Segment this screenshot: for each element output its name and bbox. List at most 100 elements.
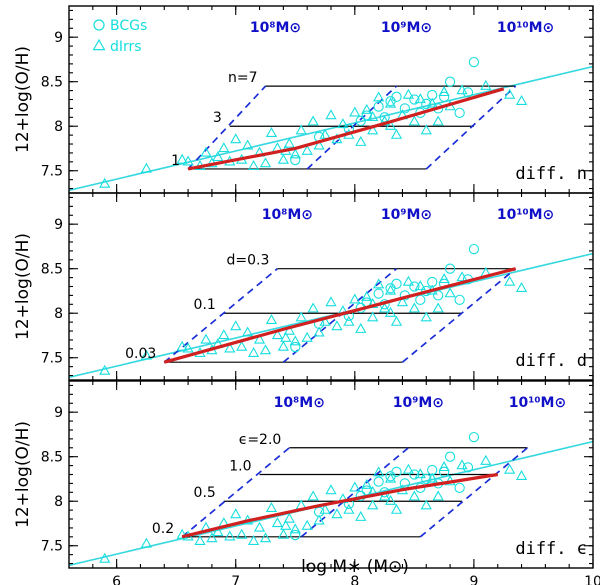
bcg-point: [427, 89, 438, 101]
dirr-point: [331, 508, 343, 519]
bcg-point: [290, 341, 301, 353]
bcg-point: [290, 529, 301, 541]
dirr-point: [384, 306, 397, 317]
dirr-point: [367, 110, 379, 121]
y-axis-label: 12+log(O/H): [13, 233, 33, 340]
dirr-point: [390, 128, 403, 139]
dirr-point: [361, 478, 373, 489]
dirr-point: [438, 461, 450, 472]
dirr-point: [247, 346, 260, 357]
y-axis-label: 12+log(O/H): [13, 421, 33, 528]
dirr-point: [253, 333, 266, 344]
dirr-point: [438, 86, 450, 97]
dirr-point: [313, 326, 325, 337]
dirr-point: [384, 119, 397, 130]
dirr-point: [224, 530, 236, 541]
dirr-point: [289, 523, 301, 534]
dirr-point: [480, 79, 492, 90]
dirr-point: [414, 93, 426, 104]
dirr-point: [432, 490, 444, 501]
dirr-point: [301, 519, 313, 530]
iso-mass-line-3: [401, 268, 517, 363]
mass-label: 10¹⁰M⊙: [509, 395, 566, 411]
dirr-point: [99, 177, 111, 188]
dirr-point: [349, 106, 361, 117]
bcg-point: [361, 110, 372, 121]
dirr-point: [176, 528, 188, 539]
dirr-point: [295, 124, 307, 135]
bcg-point: [444, 451, 456, 462]
dirr-point: [277, 340, 289, 351]
y-tick-label: 8.5: [41, 450, 63, 466]
dirr-point: [259, 344, 272, 355]
dirr-point: [367, 499, 379, 510]
dirr-point: [408, 490, 420, 501]
dirr-point: [515, 94, 528, 105]
dirr-point: [414, 468, 426, 479]
dirr-point: [295, 311, 307, 322]
param-value-label: 0.5: [194, 485, 216, 501]
dirr-point: [212, 526, 224, 537]
dirr-point: [230, 508, 242, 519]
dirr-point: [402, 275, 415, 286]
bcg-point: [421, 98, 432, 110]
plot-area: [69, 431, 593, 567]
dirr-point: [390, 503, 403, 514]
dirr-point: [367, 311, 379, 322]
y-axis-label: 12+log(O/H): [13, 46, 33, 153]
dirr-point: [325, 296, 337, 307]
bcg-point: [290, 154, 301, 166]
dirr-point: [253, 521, 266, 532]
param-value-label: 1: [171, 153, 180, 169]
bcg-point: [361, 485, 372, 496]
dirr-point: [408, 115, 420, 126]
x-tick-label: 9: [469, 574, 478, 585]
dirr-point: [438, 273, 450, 284]
dirr-point: [140, 537, 153, 548]
dirr-point: [420, 499, 432, 510]
y-tick-label: 9: [54, 30, 63, 46]
dirr-point: [396, 296, 409, 307]
model-track: [181, 472, 498, 539]
bcg-point: [399, 103, 410, 114]
dirr-point: [176, 153, 188, 164]
dirr-point: [140, 349, 153, 360]
bcg-point: [438, 91, 450, 102]
bcg-point: [415, 294, 426, 306]
y-tick-label: 9: [54, 405, 63, 421]
param-value-label: 3: [213, 110, 222, 126]
mass-label: 10⁸M⊙: [262, 207, 313, 223]
iso-mass-line-3: [425, 85, 517, 170]
dirr-point: [230, 133, 242, 144]
param-value-label: 0.1: [194, 297, 216, 313]
bcg-point: [462, 87, 474, 98]
bcg-point: [421, 473, 432, 485]
bcg-point: [438, 466, 450, 477]
dirr-point: [176, 340, 188, 351]
bcg-point: [444, 263, 456, 274]
dirr-point: [384, 97, 397, 108]
dirr-point: [307, 490, 319, 501]
dirr-point: [349, 481, 361, 492]
dirr-point: [283, 512, 295, 523]
iso-mass-line-2: [306, 85, 398, 170]
dirr-point: [432, 115, 444, 126]
mass-label: 10¹⁰M⊙: [497, 20, 554, 36]
plot-area: [69, 243, 593, 379]
dirr-point: [504, 88, 516, 99]
panel-3: 0.2 0.5 1.0 ϵ=2.0 10⁸M⊙ 10⁹M⊙ 10¹⁰M⊙ diff. ϵ 6 7 8…: [13, 380, 600, 585]
bcg-point: [409, 469, 420, 480]
param-value-label: 1.0: [229, 459, 251, 475]
param-value-label: 0.03: [125, 346, 156, 362]
dirr-point: [301, 144, 313, 155]
dirr-point: [384, 494, 397, 505]
bcg-point: [409, 94, 420, 105]
dirr-point: [361, 103, 373, 114]
dirr-point: [414, 280, 426, 291]
dirr-point: [432, 302, 444, 313]
plot-area: [69, 56, 593, 192]
dirr-point: [212, 151, 224, 162]
dirr-point: [99, 364, 111, 375]
dirr-point: [355, 135, 367, 146]
x-tick-label: 6: [112, 574, 121, 585]
